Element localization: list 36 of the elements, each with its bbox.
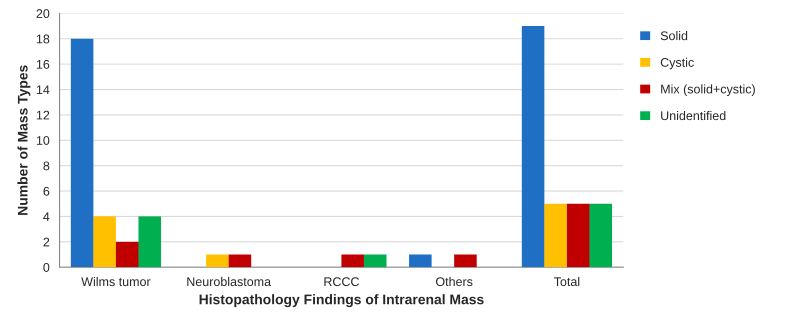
- y-tick-label: 12: [36, 110, 50, 120]
- bar: [566, 204, 590, 268]
- y-tick-label: 20: [36, 9, 50, 18]
- x-axis-title: Histopathology Findings of Intrarenal Mass: [200, 294, 484, 308]
- y-tick-label: 2: [44, 238, 50, 246]
- y-tick-label: 10: [36, 136, 50, 145]
- bar: [116, 242, 138, 268]
- bar: [544, 204, 567, 268]
- bar: [454, 254, 477, 268]
- legend-label: Cystic: [660, 58, 694, 70]
- bar: [206, 254, 229, 268]
- bar: [522, 26, 544, 268]
- bar: [341, 254, 364, 268]
- x-tick-label: RCCC: [324, 277, 359, 286]
- bar: [228, 254, 252, 268]
- x-tick-label: Others: [436, 276, 472, 286]
- y-tick-label: 0: [43, 263, 50, 272]
- x-tick-label: Neuroblastoma: [187, 276, 272, 286]
- bar: [93, 216, 116, 268]
- y-tick-label: 14: [36, 85, 50, 94]
- y-tick-label: 4: [43, 212, 50, 221]
- bar: [138, 216, 162, 268]
- x-tick-label: Wilms tumor: [81, 276, 150, 286]
- y-axis-title: Number of Mass Types: [17, 65, 30, 215]
- bar: [70, 38, 94, 268]
- y-tick-label: 6: [44, 186, 50, 196]
- bar: [364, 254, 387, 268]
- x-tick-label: Total: [554, 276, 580, 286]
- legend-label: Unidentified: [661, 110, 726, 120]
- legend-label: Mix (solid+cystic): [661, 84, 755, 96]
- y-tick-label: 16: [36, 60, 50, 69]
- y-tick-label: 8: [43, 161, 50, 170]
- legend-label: Solid: [660, 31, 688, 40]
- bar: [589, 204, 612, 268]
- bar: [409, 254, 432, 268]
- y-tick-label: 18: [36, 34, 50, 44]
